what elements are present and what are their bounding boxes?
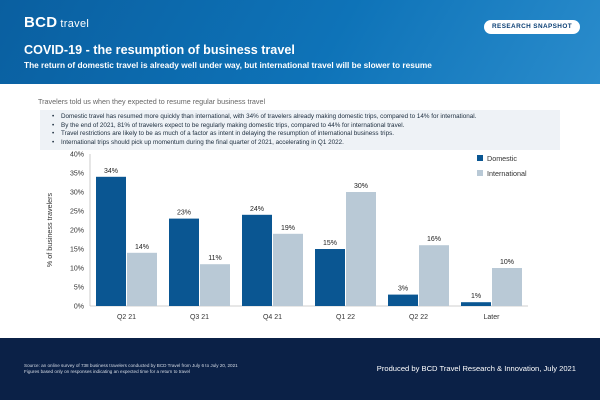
x-tick-label: Later: [484, 314, 501, 321]
data-label: 1%: [471, 293, 481, 300]
bar-domestic: [96, 176, 126, 306]
data-label: 10%: [500, 259, 514, 266]
y-tick-label: 35%: [70, 171, 84, 178]
bar-domestic: [242, 214, 272, 306]
y-tick-label: 25%: [70, 209, 84, 216]
bar-domestic: [169, 218, 199, 306]
legend-swatch-domestic: [477, 155, 483, 161]
produced-by: Produced by BCD Travel Research & Innova…: [376, 364, 576, 373]
logo-brand: BCD: [24, 14, 58, 31]
y-tick-label: 15%: [70, 247, 84, 254]
data-label: 3%: [398, 286, 408, 293]
header-banner: BCD travel RESEARCH SNAPSHOT COVID-19 - …: [0, 0, 600, 84]
logo-sub: travel: [60, 18, 90, 30]
data-label: 23%: [177, 210, 191, 217]
bar-international: [492, 268, 522, 306]
finding-item: Travel restrictions are likely to be as …: [52, 130, 560, 139]
data-label: 19%: [281, 225, 295, 232]
intro-text: Travelers told us when they expected to …: [38, 97, 266, 106]
bar-domestic: [315, 249, 345, 306]
legend-label: International: [487, 169, 527, 178]
data-label: 16%: [427, 236, 441, 243]
finding-item: Domestic travel has resumed more quickly…: [52, 113, 560, 122]
x-tick-label: Q2 21: [117, 314, 136, 321]
y-axis-label: % of business travelers: [45, 192, 54, 267]
y-tick-label: 30%: [70, 190, 84, 197]
data-label: 24%: [250, 206, 264, 213]
bcd-logo: BCD travel: [24, 14, 89, 31]
data-label: 34%: [104, 168, 118, 175]
x-tick-label: Q3 21: [190, 314, 209, 321]
source-note: Source: an online survey of 738 business…: [24, 363, 238, 375]
resumption-bar-chart: 0% 5% 10% 15% 20% 25% 30% 35% 40% % of business t…: [45, 152, 528, 321]
data-label: 11%: [208, 255, 222, 262]
bar-international: [200, 264, 230, 306]
y-tick-label: 0%: [74, 304, 84, 311]
footer-banner: Source: an online survey of 738 business…: [0, 338, 600, 400]
y-tick-label: 5%: [74, 285, 84, 292]
data-label: 30%: [354, 183, 368, 190]
source-line: Source: an online survey of 738 business…: [24, 363, 238, 368]
research-snapshot-badge: RESEARCH SNAPSHOT: [484, 20, 580, 34]
bar-international: [346, 192, 376, 306]
page-subtitle: The return of domestic travel is already…: [24, 60, 432, 70]
finding-item: International trips should pick up momen…: [52, 139, 560, 148]
data-label: 15%: [323, 240, 337, 247]
legend-swatch-international: [477, 170, 483, 176]
legend-label: Domestic: [487, 154, 517, 163]
bar-domestic: [461, 302, 491, 306]
y-tick-label: 20%: [70, 228, 84, 235]
key-findings-list: Domestic travel has resumed more quickly…: [40, 110, 560, 150]
x-tick-label: Q4 21: [263, 314, 282, 321]
x-tick-label: Q2 22: [409, 314, 428, 321]
finding-item: By the end of 2021, 81% of travelers exp…: [52, 122, 560, 131]
bar-international: [419, 245, 449, 306]
data-label: 14%: [135, 244, 149, 251]
source-line: Figures based only on responses indicati…: [24, 369, 190, 374]
y-tick-label: 10%: [70, 266, 84, 273]
x-tick-label: Q1 22: [336, 314, 355, 321]
bar-domestic: [388, 294, 418, 306]
y-tick-label: 40%: [70, 152, 84, 159]
bar-international: [127, 252, 157, 306]
page-title: COVID-19 - the resumption of business tr…: [24, 43, 295, 57]
bar-international: [273, 233, 303, 306]
